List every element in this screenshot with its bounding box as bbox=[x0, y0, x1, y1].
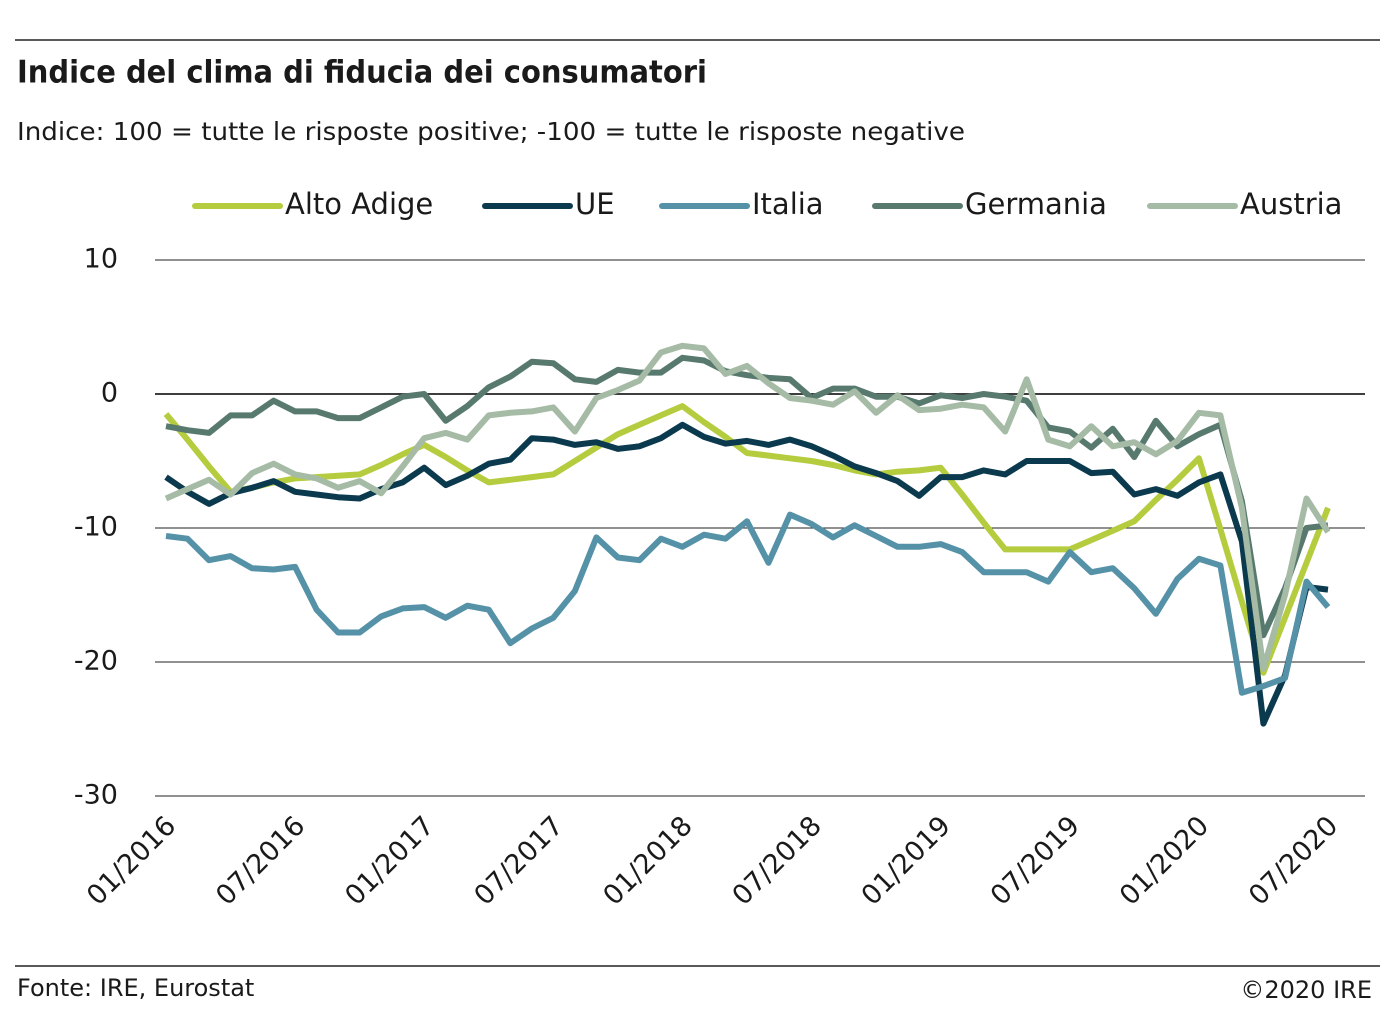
legend-label: Alto Adige bbox=[285, 187, 433, 221]
legend-label: Austria bbox=[1240, 187, 1342, 221]
source: Fonte: IRE, Eurostat bbox=[17, 974, 254, 1002]
x-tick-label: 07/2017 bbox=[468, 810, 569, 911]
series-line bbox=[165, 511, 1331, 696]
x-tick-label: 07/2016 bbox=[210, 810, 311, 911]
x-tick-label: 07/2019 bbox=[985, 810, 1086, 911]
y-tick-label: -10 bbox=[74, 512, 118, 543]
series-line bbox=[164, 342, 1331, 672]
chart-title: Indice del clima di fiducia dei consumat… bbox=[17, 55, 707, 91]
chart-subtitle: Indice: 100 = tutte le risposte positive… bbox=[17, 117, 965, 146]
y-tick-label: -20 bbox=[74, 646, 118, 677]
legend-label: Italia bbox=[752, 187, 824, 221]
x-tick-label: 01/2017 bbox=[339, 810, 440, 911]
x-tick-label: 01/2016 bbox=[81, 810, 182, 911]
x-tick-label: 07/2018 bbox=[727, 810, 828, 911]
copyright: ©2020 IRE bbox=[1240, 976, 1372, 1004]
legend-label: UE bbox=[575, 187, 615, 221]
y-tick-label: 0 bbox=[101, 378, 118, 409]
y-tick-label: 10 bbox=[84, 244, 118, 275]
x-tick-label: 07/2020 bbox=[1243, 810, 1344, 911]
x-tick-label: 01/2019 bbox=[856, 810, 957, 911]
series-line bbox=[165, 354, 1329, 639]
y-tick-label: -30 bbox=[74, 780, 118, 811]
x-tick-label: 01/2018 bbox=[597, 810, 698, 911]
legend-label: Germania bbox=[965, 187, 1107, 221]
series-line bbox=[164, 421, 1329, 727]
series-line bbox=[163, 403, 1331, 676]
x-tick-label: 01/2020 bbox=[1114, 810, 1215, 911]
